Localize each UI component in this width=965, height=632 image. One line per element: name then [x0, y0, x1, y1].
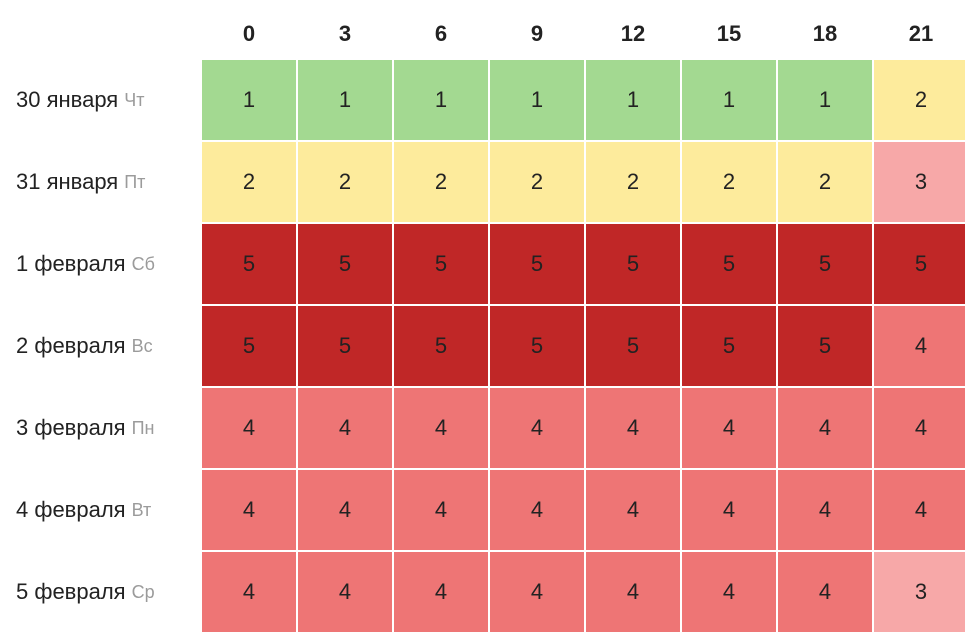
row-label: 5 февраля Ср	[12, 552, 200, 632]
corner-spacer	[12, 10, 200, 58]
heatmap-cell: 4	[298, 552, 392, 632]
heatmap-grid: 03691215182130 январяЧт1111111231 января…	[12, 10, 953, 618]
heatmap-cell: 3	[874, 552, 965, 632]
row-label: 3 февраля Пн	[12, 388, 200, 468]
row-day: Пт	[124, 172, 145, 193]
row-date: 2 февраля	[16, 333, 126, 359]
heatmap-cell: 4	[874, 388, 965, 468]
row-date: 5 февраля	[16, 579, 126, 605]
heatmap-cell: 5	[202, 224, 296, 304]
heatmap-cell: 5	[586, 306, 680, 386]
heatmap-cell: 5	[394, 306, 488, 386]
heatmap-cell: 4	[682, 470, 776, 550]
col-header: 21	[874, 10, 965, 58]
heatmap-cell: 5	[682, 306, 776, 386]
heatmap-cell: 1	[490, 60, 584, 140]
heatmap-cell: 4	[778, 552, 872, 632]
col-header: 0	[202, 10, 296, 58]
row-day: Чт	[124, 90, 144, 111]
heatmap-cell: 1	[202, 60, 296, 140]
heatmap-cell: 2	[202, 142, 296, 222]
heatmap-cell: 4	[394, 552, 488, 632]
heatmap-cell: 5	[394, 224, 488, 304]
heatmap-container: 03691215182130 январяЧт1111111231 января…	[0, 0, 965, 628]
heatmap-cell: 2	[682, 142, 776, 222]
row-date: 3 февраля	[16, 415, 126, 441]
heatmap-cell: 1	[586, 60, 680, 140]
heatmap-cell: 3	[874, 142, 965, 222]
row-date: 1 февраля	[16, 251, 126, 277]
heatmap-cell: 2	[298, 142, 392, 222]
row-label: 1 февраля Сб	[12, 224, 200, 304]
row-label: 31 января Пт	[12, 142, 200, 222]
col-header: 3	[298, 10, 392, 58]
heatmap-cell: 4	[682, 552, 776, 632]
heatmap-cell: 4	[586, 552, 680, 632]
heatmap-cell: 4	[778, 470, 872, 550]
heatmap-cell: 5	[490, 224, 584, 304]
heatmap-cell: 4	[394, 470, 488, 550]
heatmap-cell: 5	[874, 224, 965, 304]
heatmap-cell: 2	[394, 142, 488, 222]
heatmap-cell: 4	[586, 388, 680, 468]
heatmap-cell: 4	[202, 552, 296, 632]
heatmap-cell: 2	[874, 60, 965, 140]
heatmap-cell: 5	[586, 224, 680, 304]
heatmap-cell: 4	[490, 552, 584, 632]
row-day: Вс	[132, 336, 153, 357]
row-label: 4 февраля Вт	[12, 470, 200, 550]
heatmap-cell: 4	[874, 306, 965, 386]
heatmap-cell: 4	[298, 388, 392, 468]
heatmap-cell: 4	[586, 470, 680, 550]
heatmap-cell: 4	[490, 388, 584, 468]
heatmap-cell: 5	[682, 224, 776, 304]
heatmap-cell: 4	[202, 388, 296, 468]
heatmap-cell: 1	[682, 60, 776, 140]
heatmap-cell: 5	[778, 224, 872, 304]
heatmap-cell: 1	[394, 60, 488, 140]
heatmap-cell: 5	[490, 306, 584, 386]
row-day: Вт	[132, 500, 152, 521]
heatmap-cell: 2	[778, 142, 872, 222]
col-header: 6	[394, 10, 488, 58]
heatmap-cell: 4	[778, 388, 872, 468]
row-day: Сб	[132, 254, 155, 275]
heatmap-cell: 1	[298, 60, 392, 140]
heatmap-cell: 5	[202, 306, 296, 386]
heatmap-cell: 5	[778, 306, 872, 386]
row-day: Ср	[132, 582, 155, 603]
row-label: 30 января Чт	[12, 60, 200, 140]
heatmap-cell: 4	[874, 470, 965, 550]
heatmap-cell: 5	[298, 306, 392, 386]
col-header: 12	[586, 10, 680, 58]
row-day: Пн	[132, 418, 155, 439]
heatmap-cell: 1	[778, 60, 872, 140]
heatmap-cell: 5	[298, 224, 392, 304]
heatmap-cell: 4	[394, 388, 488, 468]
heatmap-cell: 4	[490, 470, 584, 550]
heatmap-cell: 4	[298, 470, 392, 550]
heatmap-cell: 4	[682, 388, 776, 468]
col-header: 18	[778, 10, 872, 58]
row-date: 30 января	[16, 87, 118, 113]
col-header: 15	[682, 10, 776, 58]
row-date: 4 февраля	[16, 497, 126, 523]
heatmap-cell: 2	[586, 142, 680, 222]
heatmap-cell: 2	[490, 142, 584, 222]
row-date: 31 января	[16, 169, 118, 195]
col-header: 9	[490, 10, 584, 58]
row-label: 2 февраля Вс	[12, 306, 200, 386]
heatmap-cell: 4	[202, 470, 296, 550]
